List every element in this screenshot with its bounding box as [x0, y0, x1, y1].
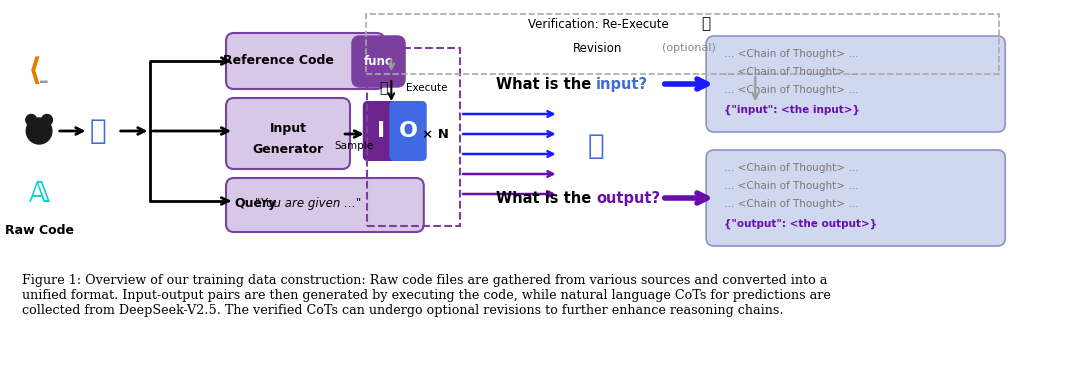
Text: Verification: Re-Execute: Verification: Re-Execute	[527, 18, 669, 30]
Text: Input: Input	[270, 122, 307, 134]
Text: Raw Code: Raw Code	[4, 224, 73, 238]
Text: … <Chain of Thought> …: … <Chain of Thought> …	[724, 199, 859, 209]
Text: … <Chain of Thought> …: … <Chain of Thought> …	[724, 85, 859, 95]
Text: Figure 1: Overview of our training data construction: Raw code files are gathere: Figure 1: Overview of our training data …	[23, 274, 832, 317]
Text: What is the: What is the	[496, 76, 596, 92]
Text: {"output": <the output>}: {"output": <the output>}	[724, 219, 877, 229]
Text: "You are given …": "You are given …"	[255, 198, 361, 210]
Text: {"input": <the input>}: {"input": <the input>}	[724, 105, 860, 115]
FancyBboxPatch shape	[706, 150, 1005, 246]
Text: Revision: Revision	[573, 41, 622, 55]
Text: I: I	[377, 120, 386, 141]
Text: 𝔸: 𝔸	[28, 180, 50, 208]
Text: output?: output?	[596, 190, 660, 205]
Text: What is the: What is the	[496, 190, 596, 205]
Text: … <Chain of Thought> …: … <Chain of Thought> …	[724, 67, 859, 77]
FancyBboxPatch shape	[363, 101, 401, 161]
Text: 🐋: 🐋	[588, 132, 605, 160]
Text: … <Chain of Thought> …: … <Chain of Thought> …	[724, 49, 859, 59]
FancyBboxPatch shape	[226, 178, 423, 232]
Text: … <Chain of Thought> …: … <Chain of Thought> …	[724, 163, 859, 173]
FancyBboxPatch shape	[390, 101, 427, 161]
Circle shape	[26, 118, 52, 144]
FancyBboxPatch shape	[706, 36, 1005, 132]
Text: × N: × N	[422, 127, 449, 141]
Text: input?: input?	[596, 76, 648, 92]
FancyBboxPatch shape	[226, 98, 350, 169]
Text: … <Chain of Thought> …: … <Chain of Thought> …	[724, 181, 859, 191]
Text: Sample: Sample	[335, 141, 374, 151]
Text: func: func	[364, 55, 393, 67]
FancyBboxPatch shape	[352, 36, 405, 87]
Text: Generator: Generator	[253, 142, 324, 156]
Text: 🐍: 🐍	[379, 81, 388, 95]
Circle shape	[41, 115, 52, 126]
Circle shape	[26, 115, 37, 126]
Text: Query: Query	[234, 198, 276, 210]
Text: O: O	[399, 120, 418, 141]
Text: –: –	[39, 71, 49, 90]
Text: Execute: Execute	[406, 83, 447, 93]
Text: 🐍: 🐍	[702, 16, 711, 31]
Text: (optional): (optional)	[662, 43, 716, 53]
Text: ⟨: ⟨	[28, 56, 42, 86]
Text: Reference Code: Reference Code	[222, 53, 334, 67]
FancyBboxPatch shape	[226, 33, 384, 89]
Text: 🐋: 🐋	[90, 117, 107, 145]
